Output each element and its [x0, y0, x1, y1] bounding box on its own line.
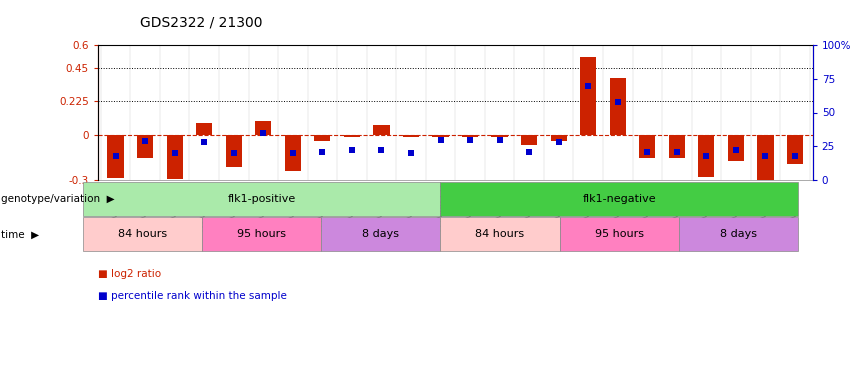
Bar — [551, 135, 567, 141]
Text: flk1-negative: flk1-negative — [582, 194, 656, 204]
Text: 84 hours: 84 hours — [118, 230, 167, 239]
Bar — [441, 182, 798, 216]
Bar — [83, 182, 441, 216]
Bar — [441, 217, 560, 251]
Bar — [639, 135, 655, 158]
Bar — [196, 123, 213, 135]
Bar — [403, 135, 419, 137]
Bar — [137, 135, 153, 158]
Bar — [167, 135, 183, 179]
Bar — [226, 135, 242, 167]
Bar — [678, 217, 797, 251]
Bar — [314, 135, 330, 141]
Text: 84 hours: 84 hours — [476, 230, 524, 239]
Bar — [669, 135, 685, 158]
Bar — [728, 135, 744, 161]
Bar — [285, 135, 301, 171]
Text: flk1-positive: flk1-positive — [227, 194, 296, 204]
Bar — [432, 135, 448, 136]
Bar — [255, 121, 271, 135]
Text: 95 hours: 95 hours — [595, 230, 643, 239]
Bar — [374, 125, 390, 135]
Bar — [609, 78, 625, 135]
Text: GDS2322 / 21300: GDS2322 / 21300 — [140, 16, 263, 30]
Text: genotype/variation  ▶: genotype/variation ▶ — [1, 194, 115, 204]
Bar — [322, 217, 441, 251]
Text: ■ percentile rank within the sample: ■ percentile rank within the sample — [98, 291, 287, 301]
Bar — [560, 217, 679, 251]
Text: 95 hours: 95 hours — [237, 230, 286, 239]
Bar — [757, 135, 774, 182]
Bar — [462, 135, 478, 136]
Bar — [492, 135, 508, 136]
Text: time  ▶: time ▶ — [1, 230, 39, 239]
Bar — [203, 217, 322, 251]
Bar — [344, 135, 360, 136]
Bar — [521, 135, 537, 145]
Bar — [107, 135, 123, 178]
Text: 8 days: 8 days — [363, 230, 399, 239]
Bar — [787, 135, 803, 164]
Bar — [83, 217, 203, 251]
Text: 8 days: 8 days — [720, 230, 757, 239]
Bar — [580, 57, 597, 135]
Text: ■ log2 ratio: ■ log2 ratio — [98, 269, 161, 279]
Bar — [698, 135, 715, 177]
